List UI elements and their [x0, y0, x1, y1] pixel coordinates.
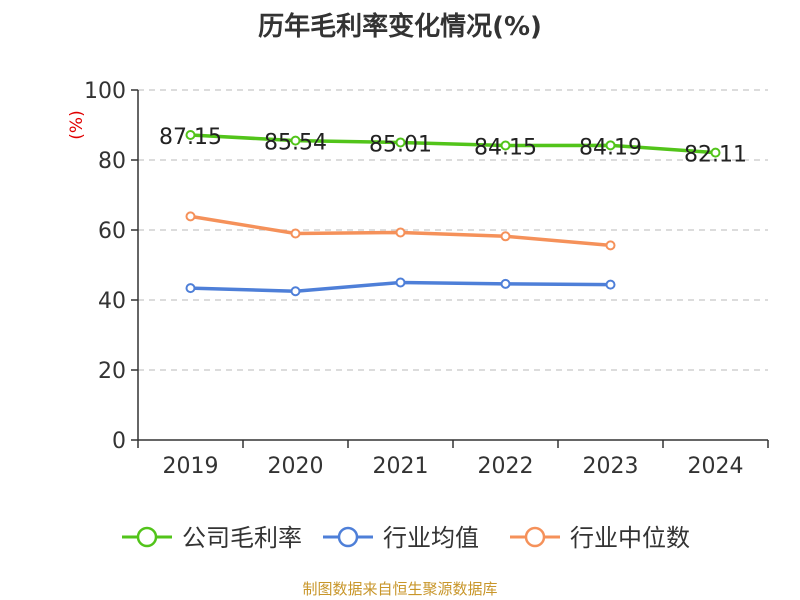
data-point	[605, 240, 616, 251]
y-tick-label: 80	[98, 149, 126, 174]
chart-title: 历年毛利率变化情况(%)	[258, 12, 542, 42]
y-tick-label: 60	[98, 219, 126, 244]
y-tick-label: 100	[84, 79, 126, 104]
data-label: 85.54	[264, 131, 327, 156]
data-point	[290, 228, 301, 239]
x-tick-label: 2023	[583, 454, 639, 479]
legend-label: 行业均值	[383, 524, 479, 552]
y-axis-label: (%)	[67, 110, 87, 139]
legend-label: 行业中位数	[570, 524, 690, 552]
series-line-0	[190, 133, 716, 155]
y-tick-label: 40	[98, 289, 126, 314]
y-tick-label: 0	[112, 429, 126, 454]
data-point	[500, 278, 511, 289]
data-point	[605, 140, 616, 151]
legend-label: 公司毛利率	[182, 524, 302, 552]
data-label: 84.19	[579, 135, 642, 160]
x-tick-label: 2024	[688, 454, 744, 479]
data-point	[500, 231, 511, 242]
legend-marker	[136, 526, 158, 548]
data-point	[290, 135, 301, 146]
x-tick-label: 2021	[373, 454, 429, 479]
data-point	[185, 129, 196, 140]
data-point	[395, 137, 406, 148]
data-label: 85.01	[369, 132, 432, 157]
x-tick-label: 2019	[163, 454, 219, 479]
data-point	[185, 283, 196, 294]
data-labels: 87.15 85.54 85.01 84.15 84.19 82.11	[159, 125, 747, 168]
x-tick-label: 2022	[478, 454, 534, 479]
x-tick-label: 2020	[268, 454, 324, 479]
data-label: 82.11	[684, 143, 747, 168]
data-point	[395, 227, 406, 238]
data-label: 87.15	[159, 125, 222, 150]
data-point	[395, 277, 406, 288]
data-point	[605, 279, 616, 290]
data-point	[710, 147, 721, 158]
y-tick-label: 20	[98, 359, 126, 384]
axes: 0 20 40 60 80 100 2019 2020 2021 2022 2023 2024 (%)	[67, 79, 769, 479]
grid-lines	[138, 89, 768, 371]
legend-marker	[524, 526, 546, 548]
data-point	[290, 286, 301, 297]
source-note: 制图数据来自恒生聚源数据库	[302, 580, 498, 598]
data-point	[185, 211, 196, 222]
data-label: 84.15	[474, 135, 537, 160]
series-lines	[185, 129, 721, 297]
legend-marker	[337, 526, 359, 548]
legend[interactable]: 公司毛利率 行业均值 行业中位数	[122, 524, 690, 552]
data-point	[500, 140, 511, 151]
